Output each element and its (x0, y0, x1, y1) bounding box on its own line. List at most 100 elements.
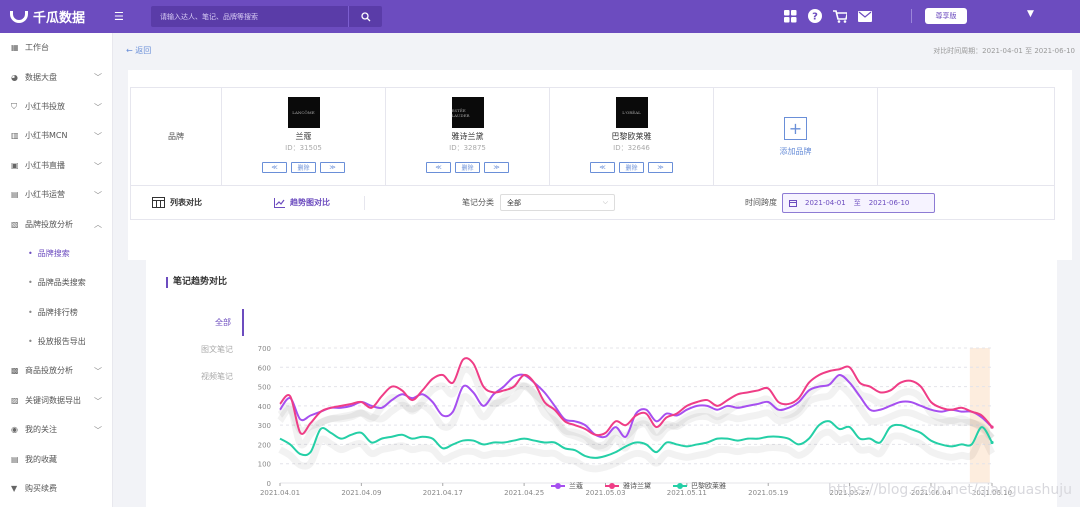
chevron-down-icon: ⌵ (602, 198, 608, 206)
apps-grid-icon[interactable] (783, 9, 797, 23)
series-line-0 (279, 373, 993, 439)
tab-trend-compare[interactable]: 趋势图对比 (274, 197, 330, 208)
y-tick-label: 400 (258, 403, 271, 411)
legend-item[interactable]: 兰蔻 (551, 481, 583, 491)
add-icon: + (784, 116, 807, 140)
delete-brand-button[interactable]: 删除 (619, 162, 644, 173)
move-left-button[interactable]: ≪ (262, 162, 287, 173)
sidebar-item[interactable]: ▨ 关键词数据导出 ﹀ (0, 386, 112, 415)
brand-logo: LANCÔME (287, 97, 320, 128)
trend-compare-label: 趋势图对比 (290, 198, 330, 207)
legend-marker (673, 483, 687, 489)
move-left-button[interactable]: ≪ (426, 162, 451, 173)
y-tick-label: 0 (267, 480, 271, 488)
chart-legend: 兰蔻 雅诗兰黛 巴黎欧莱雅 (551, 481, 726, 491)
sidebar-item[interactable]: 品牌品类搜索 (0, 268, 112, 297)
brand-logo-text: L'ORÉAL (622, 110, 641, 115)
list-compare-label: 列表对比 (170, 198, 202, 207)
chevron-down-icon: ﹀ (94, 102, 102, 112)
sidebar-item-label: 我的收藏 (25, 454, 57, 464)
x-tick-label: 2021.06.04 (911, 489, 952, 497)
user-dropdown-icon[interactable]: ▼ (1027, 9, 1034, 19)
menu-toggle-icon[interactable]: ☰ (114, 10, 124, 23)
shield-icon: ⛉ (11, 101, 17, 111)
legend-label: 雅诗兰黛 (623, 482, 651, 490)
chevron-down-icon: ﹀ (94, 161, 102, 171)
brand-card: L'ORÉAL 巴黎欧莱雅 ID：32646 ≪ 删除 ≫ (550, 88, 714, 185)
chevron-down-icon: ﹀ (94, 190, 102, 200)
chevron-down-icon: ﹀ (94, 73, 102, 83)
delete-brand-button[interactable]: 删除 (291, 162, 316, 173)
chart-tab[interactable]: 图文笔记 (201, 345, 233, 354)
date-separator: 至 (853, 198, 861, 207)
compare-toolbar: 列表对比 趋势图对比 笔记分类 全部 ⌵ 时间跨度 2021-04-01 至 2… (130, 186, 1055, 220)
chart-tab[interactable]: 全部 (186, 309, 244, 336)
brand-card: LANCÔME 兰蔻 ID：31505 ≪ 删除 ≫ (222, 88, 386, 185)
search-icon (360, 11, 370, 21)
legend-label: 巴黎欧莱雅 (691, 482, 726, 490)
sidebar-item-label: 购买续费 (25, 484, 57, 494)
sidebar-item-label: 投放报告导出 (37, 337, 86, 347)
category-select[interactable]: 全部 ⌵ (500, 194, 615, 211)
brand-name[interactable]: 兰蔻 (295, 132, 312, 141)
sidebar-item[interactable]: ▣ 小红书直播 ﹀ (0, 151, 112, 180)
sidebar-item[interactable]: 投放报告导出 (0, 327, 112, 356)
sidebar-item-label: 关键词数据导出 (25, 395, 81, 405)
sidebar-item[interactable]: ▩ 商品投放分析 ﹀ (0, 356, 112, 385)
date-start: 2021-04-01 (805, 198, 846, 207)
sidebar-item-label: 数据大盘 (25, 72, 57, 82)
move-right-button[interactable]: ≫ (648, 162, 673, 173)
sidebar-item[interactable]: 品牌搜索 (0, 239, 112, 268)
chart-category-tabs: 全部图文笔记视频笔记 (186, 309, 244, 390)
legend-item[interactable]: 雅诗兰黛 (605, 481, 651, 491)
sidebar-item-label: 小红书直播 (25, 160, 65, 170)
sidebar-item[interactable]: ▤ 小红书运营 ﹀ (0, 180, 112, 209)
move-left-button[interactable]: ≪ (590, 162, 615, 173)
mail-icon[interactable] (858, 9, 872, 23)
sidebar-item[interactable]: ⛉ 小红书投放 ﹀ (0, 92, 112, 121)
sidebar-item-label: 品牌投放分析 (25, 219, 73, 229)
y-tick-label: 600 (258, 364, 271, 372)
help-icon[interactable]: ? (808, 9, 822, 23)
table-icon (152, 197, 165, 208)
sidebar-item-label: 我的关注 (25, 425, 57, 435)
chart-tab[interactable]: 视频笔记 (201, 372, 233, 381)
sidebar-item[interactable]: ◉ 我的关注 ﹀ (0, 415, 112, 444)
chevron-up-icon: ︿ (94, 220, 102, 230)
sidebar-item-label: 小红书投放 (25, 101, 65, 111)
tab-list-compare[interactable]: 列表对比 (152, 197, 202, 208)
back-link[interactable]: ← 返回 (126, 46, 152, 55)
series-shadow (278, 428, 996, 473)
search-input[interactable] (151, 12, 346, 21)
category-label: 笔记分类 (462, 198, 494, 207)
move-right-button[interactable]: ≫ (320, 162, 345, 173)
trend-chart-panel: 笔记趋势对比 全部 图文笔记 视频笔记 0 100 200 300 400 500 600 700… (146, 243, 1057, 507)
sidebar-item[interactable]: ▼ 购买续费 (0, 474, 112, 503)
sidebar-item[interactable]: ◕ 数据大盘 ﹀ (0, 62, 112, 91)
app-logo[interactable]: 千瓜数据 (10, 7, 105, 26)
date-end: 2021-06-10 (868, 198, 910, 207)
vip-badge[interactable]: 尊享版 (925, 8, 967, 24)
brand-logo-text: ESTĒE LAUDER (451, 107, 470, 118)
legend-item[interactable]: 巴黎欧莱雅 (673, 481, 726, 491)
cart-icon[interactable] (833, 9, 847, 23)
delete-brand-button[interactable]: 删除 (455, 162, 480, 173)
goods-icon: ▩ (11, 366, 19, 376)
sidebar-item[interactable]: ▦ 工作台 (0, 33, 112, 62)
sidebar-item[interactable]: 品牌排行榜 (0, 298, 112, 327)
x-tick-label: 2021.04.25 (504, 489, 544, 497)
legend-marker (605, 483, 619, 489)
sidebar-item[interactable]: ▤ 我的收藏 (0, 444, 112, 473)
date-range-picker[interactable]: 2021-04-01 至 2021-06-10 (782, 192, 935, 213)
move-right-button[interactable]: ≫ (484, 162, 509, 173)
brand-name[interactable]: 巴黎欧莱雅 (611, 132, 652, 141)
brand-name[interactable]: 雅诗兰黛 (451, 132, 484, 141)
bookmark-icon: ▤ (11, 454, 19, 464)
sidebar-item[interactable]: ▥ 小红书MCN ﹀ (0, 121, 112, 150)
search-button[interactable] (348, 6, 382, 27)
add-brand-button[interactable]: + 添加品牌 (714, 88, 878, 185)
chevron-down-icon: ﹀ (94, 132, 102, 142)
legend-marker (551, 483, 565, 489)
dashboard-icon: ▦ (11, 43, 19, 53)
sidebar-item[interactable]: ▧ 品牌投放分析 ︿ (0, 209, 112, 238)
